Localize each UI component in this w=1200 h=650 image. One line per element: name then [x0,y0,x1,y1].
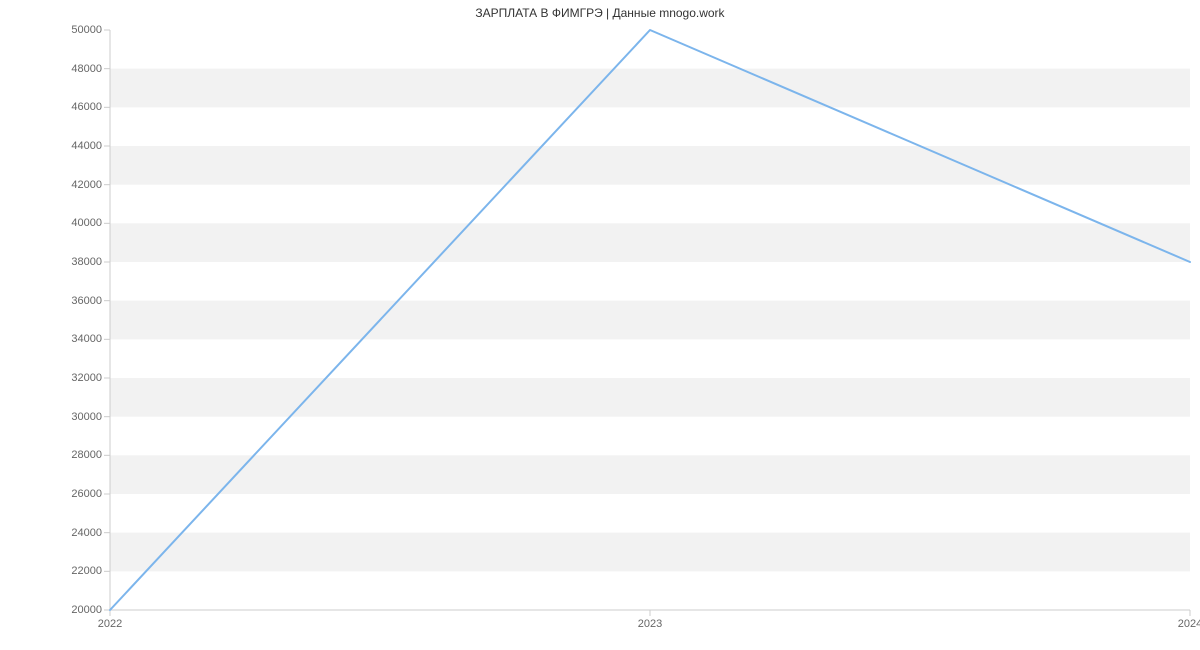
plot-svg [110,30,1190,610]
y-tick-label: 48000 [71,63,102,75]
plot-area: 2000022000240002600028000300003200034000… [110,30,1190,610]
y-tick-label: 34000 [71,333,102,345]
y-tick-label: 42000 [71,179,102,191]
y-tick-label: 32000 [71,372,102,384]
chart-title: ЗАРПЛАТА В ФИМГРЭ | Данные mnogo.work [0,6,1200,20]
y-tick-label: 46000 [71,101,102,113]
x-tick-label: 2022 [98,618,122,630]
y-tick-label: 30000 [71,411,102,423]
x-tick-label: 2023 [638,618,662,630]
x-tick-label: 2024 [1178,618,1200,630]
y-tick-label: 24000 [71,527,102,539]
y-tick-label: 44000 [71,140,102,152]
salary-chart: ЗАРПЛАТА В ФИМГРЭ | Данные mnogo.work 20… [0,0,1200,650]
y-tick-label: 22000 [71,565,102,577]
y-tick-label: 28000 [71,449,102,461]
y-tick-label: 36000 [71,295,102,307]
y-tick-label: 40000 [71,217,102,229]
y-tick-label: 38000 [71,256,102,268]
y-tick-label: 26000 [71,488,102,500]
y-tick-label: 50000 [71,24,102,36]
y-tick-label: 20000 [71,604,102,616]
